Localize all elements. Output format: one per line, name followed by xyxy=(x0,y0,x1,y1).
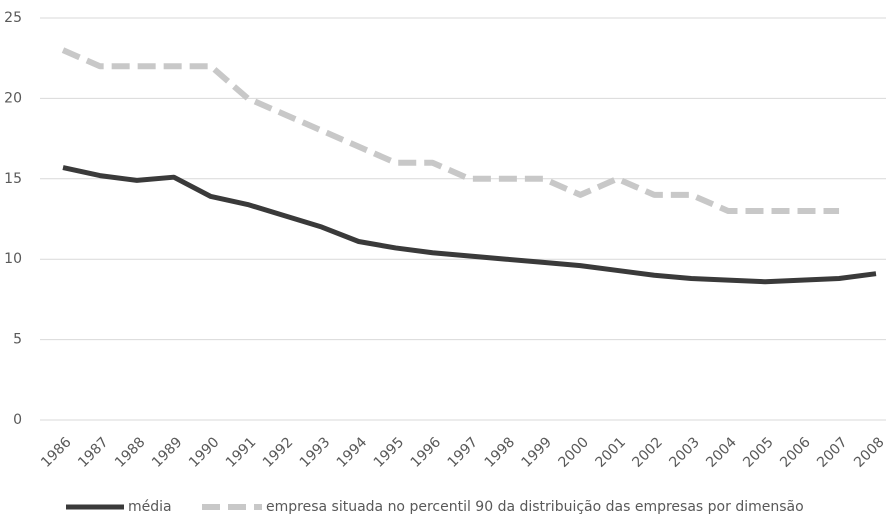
x-tick-label: 2003 xyxy=(666,434,703,471)
x-tick-label: 1999 xyxy=(519,434,556,471)
x-tick-label: 1986 xyxy=(38,434,75,471)
x-tick-label: 2002 xyxy=(629,434,666,471)
x-tick-label: 1990 xyxy=(186,434,223,471)
x-tick-label: 1996 xyxy=(408,434,445,471)
y-tick-label: 25 xyxy=(4,10,22,26)
x-tick-label: 2006 xyxy=(777,434,814,471)
x-tick-label: 2001 xyxy=(592,434,629,471)
x-tick-label: 1993 xyxy=(297,434,334,471)
x-tick-label: 1989 xyxy=(149,434,186,471)
y-tick-label: 10 xyxy=(4,251,22,267)
x-tick-label: 2004 xyxy=(703,434,740,471)
legend-label: empresa situada no percentil 90 da distr… xyxy=(266,499,804,515)
x-tick-label: 1994 xyxy=(334,434,371,471)
x-tick-label: 1987 xyxy=(75,434,112,471)
x-tick-label: 1992 xyxy=(260,434,297,471)
x-tick-label: 2007 xyxy=(814,434,851,471)
x-tick-label: 1995 xyxy=(371,434,408,471)
x-tick-label: 1997 xyxy=(445,434,482,471)
y-tick-label: 0 xyxy=(13,412,22,428)
series-line xyxy=(62,165,877,285)
y-tick-label: 15 xyxy=(4,171,22,187)
x-tick-label: 1998 xyxy=(482,434,519,471)
series-line xyxy=(61,47,840,214)
y-tick-label: 20 xyxy=(4,90,22,106)
x-tick-label: 1988 xyxy=(112,434,149,471)
legend-label: média xyxy=(128,499,172,515)
x-tick-label: 1991 xyxy=(223,434,260,471)
x-tick-label: 2008 xyxy=(851,434,888,471)
x-tick-label: 2005 xyxy=(740,434,777,471)
y-tick-label: 5 xyxy=(13,332,22,348)
x-tick-label: 2000 xyxy=(556,434,593,471)
